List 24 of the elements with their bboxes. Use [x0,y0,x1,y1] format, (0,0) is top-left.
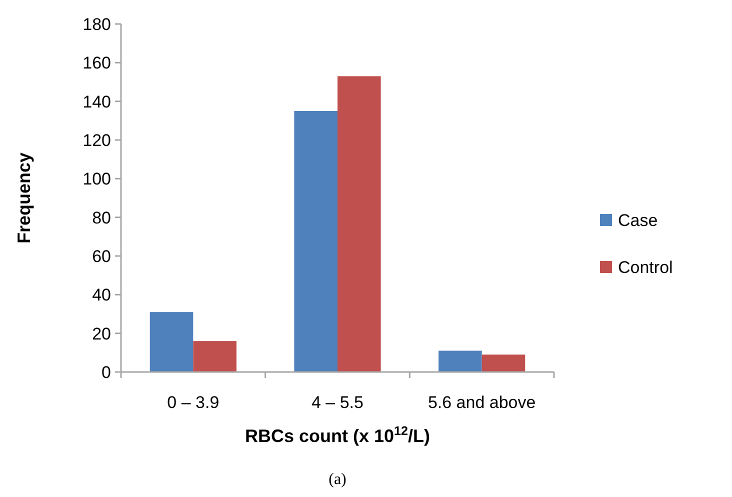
bar [438,350,482,372]
y-tick-label: 20 [92,324,111,344]
y-tick-label: 40 [92,286,111,305]
y-tick-label: 100 [82,170,111,189]
bar [193,341,236,372]
text: (a) [328,471,346,488]
x-tick-label: 5.6 and above [428,393,536,412]
x-tick-label: 0 – 3.9 [167,393,220,412]
bar [338,76,381,372]
bar [150,312,194,372]
bar [294,111,338,372]
y-tick-label: 60 [92,246,111,266]
y-tick-label: 160 [82,54,111,73]
y-tick-label: 80 [92,208,111,228]
legend-label: Control [618,258,673,277]
y-axis-title: Frequency [14,152,34,244]
y-tick-label: 0 [102,362,111,382]
legend-label: Case [618,210,658,230]
x-tick-label: 4 – 5.5 [312,393,364,412]
y-tick-label: 140 [82,92,111,112]
y-tick-label: 120 [82,130,111,150]
bar [482,354,526,372]
y-tick-label: 180 [82,14,111,34]
x-axis-title: RBCs count (x 10$^{12}$/L) [244,424,430,446]
